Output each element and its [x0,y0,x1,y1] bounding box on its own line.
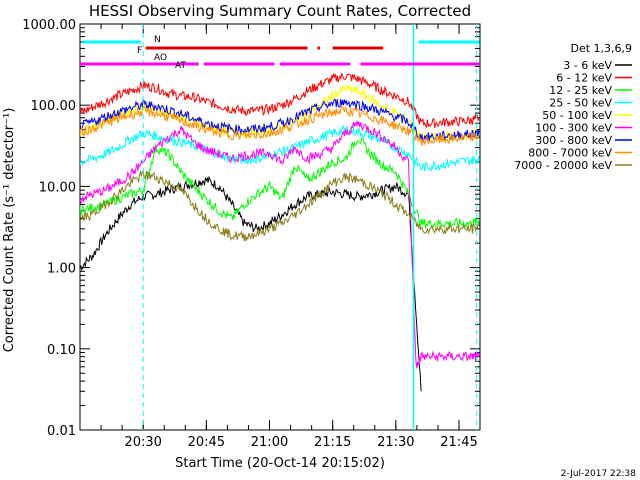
flag-label-f: F [137,46,142,56]
flag-label-at: AT [175,61,186,71]
series-line-3 [80,124,480,172]
footer-date: 2-Jul-2017 22:38 [561,469,637,479]
plot-area: 0.01 0.10 1.00 10.00 100.00 1000.00 20:30 20:45… [22,18,481,450]
y-tick-label: 0.01 [47,424,76,439]
x-tick-label: 21:45 [440,435,477,450]
legend-label: 12 - 25 keV [549,84,612,97]
x-tick-label: 21:30 [377,435,414,450]
legend-title: Det 1,3,6,9 [570,42,632,55]
series-line-6 [80,98,480,144]
series-line-1 [80,72,480,129]
legend-label: 7000 - 20000 keV [514,159,612,172]
flag-label-ao: AO [154,53,167,63]
legend-label: 800 - 7000 keV [528,147,612,160]
series-group [80,72,480,392]
legend-label: 100 - 300 keV [535,122,612,135]
y-axis-label: Corrected Count Rate (s⁻¹ detector⁻¹) [2,108,17,353]
legend-label: 300 - 800 keV [535,134,612,147]
legend-label: 6 - 12 keV [556,72,612,85]
y-tick-label: 10.00 [39,180,76,195]
series-line-2 [80,136,480,229]
y-tick-label: 1.00 [47,262,76,277]
series-line-8 [80,169,480,242]
y-tick-label: 100.00 [31,99,77,114]
x-tick-label: 21:00 [251,435,288,450]
series-line-0 [80,175,422,392]
plot-frame [79,23,481,431]
x-tick-label: 21:15 [314,435,351,450]
y-tick-label: 0.10 [47,343,76,358]
legend-label: 3 - 6 keV [563,59,612,72]
legend-label: 25 - 50 keV [549,97,612,110]
chart-title: HESSI Observing Summary Count Rates, Cor… [89,2,471,20]
legend-label: 50 - 100 keV [542,109,612,122]
x-tick-label: 20:45 [188,435,225,450]
y-tick-label: 1000.00 [22,18,76,33]
flag-label-n: N [154,35,161,45]
series-line-5 [80,120,480,369]
x-tick-label: 20:30 [124,435,161,450]
series-line-7 [80,105,480,146]
x-axis-label: Start Time (20-Oct-14 20:15:02) [175,456,385,471]
